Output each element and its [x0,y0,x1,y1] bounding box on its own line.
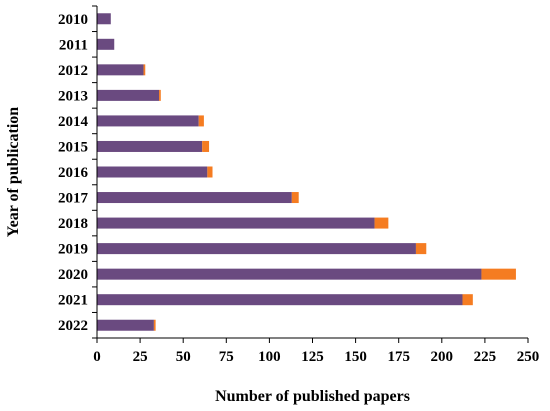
x-tick-label-0: 0 [93,349,101,365]
y-tick-label-2018: 2018 [58,216,88,232]
bar-2020-series-2 [481,268,516,280]
y-tick-label-2020: 2020 [58,267,88,283]
x-tick-label-225: 225 [474,349,497,365]
bar-2012-series-2 [143,64,146,76]
bar-2020-series-1 [97,268,482,280]
x-tick-label-75: 75 [219,349,234,365]
bar-2022-series-2 [153,319,156,331]
y-tick-label-2017: 2017 [58,191,89,207]
x-tick-label-100: 100 [258,349,281,365]
x-tick-label-50: 50 [176,349,191,365]
bar-2015-series-2 [202,140,210,152]
y-tick-label-2012: 2012 [58,63,88,79]
x-tick-label-200: 200 [431,349,454,365]
bar-2010-series-1 [97,13,111,25]
bar-2018-series-2 [374,217,389,229]
bar-2013-series-1 [97,89,160,101]
x-tick-label-250: 250 [517,349,540,365]
y-tick-label-2016: 2016 [58,165,89,181]
bar-2022-series-1 [97,319,154,331]
y-tick-label-2015: 2015 [58,139,88,155]
y-tick-label-2011: 2011 [59,37,88,53]
bar-2017-series-1 [97,192,292,204]
y-tick-label-2022: 2022 [58,318,88,334]
bar-2013-series-2 [159,89,161,101]
x-ticks-group: 0 25 50 75 100 125 150 175 200 225 250 [93,338,539,365]
y-tick-label-2021: 2021 [58,293,88,309]
bar-2018-series-1 [97,217,375,229]
bar-2019-series-2 [415,243,427,255]
bar-2017-series-2 [291,192,299,204]
x-tick-label-25: 25 [133,349,148,365]
bar-2019-series-1 [97,243,416,255]
x-axis-title: Number of published papers [215,388,410,405]
y-tick-label-2013: 2013 [58,88,88,104]
bar-2015-series-1 [97,140,203,152]
bar-2014-series-2 [198,115,204,127]
x-tick-label-150: 150 [344,349,367,365]
bar-2021-series-1 [97,294,463,306]
y-tick-label-2014: 2014 [58,114,89,130]
x-tick-label-175: 175 [387,349,410,365]
bar-2016-series-1 [97,166,208,178]
y-tick-label-2010: 2010 [58,12,88,28]
y-tick-label-2019: 2019 [58,242,88,258]
y-ticks-group: 2010 2011 2012 2013 2014 2015 2016 2017 2018 2019… [58,5,97,339]
bar-2021-series-2 [462,294,473,306]
bar-2012-series-1 [97,64,144,76]
y-axis-title: Year of publication [5,107,22,237]
bars-group [97,13,516,331]
x-tick-label-125: 125 [301,349,324,365]
bar-2016-series-2 [207,166,213,178]
bar-2014-series-1 [97,115,199,127]
bar-2011-series-1 [97,38,115,50]
